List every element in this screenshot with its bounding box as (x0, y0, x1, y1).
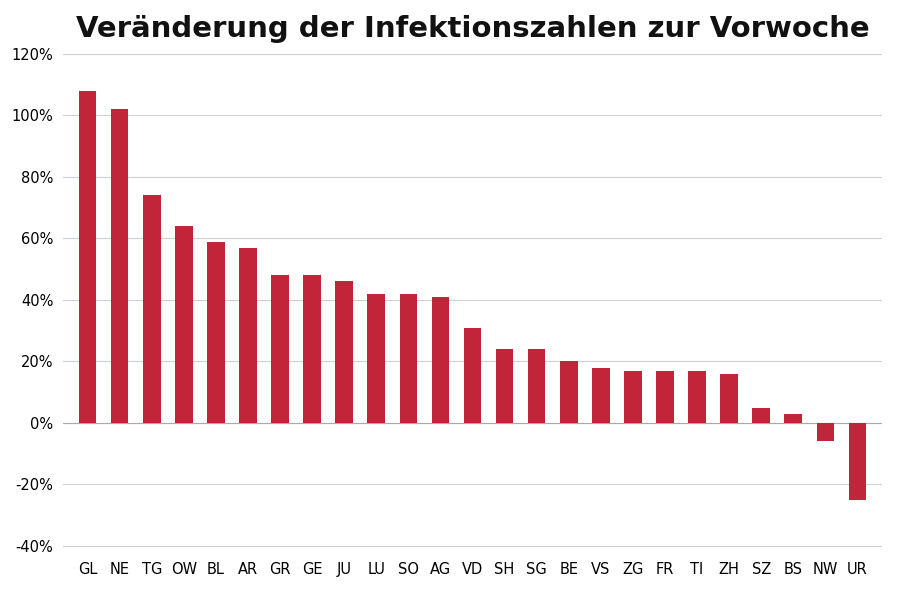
Bar (79, 91, 96, 423)
Bar (143, 196, 160, 423)
Bar (816, 423, 834, 442)
Bar (175, 226, 193, 423)
Bar (239, 248, 256, 423)
Bar (720, 374, 738, 423)
Bar (785, 413, 802, 423)
Bar (752, 407, 770, 423)
Bar (656, 371, 674, 423)
Bar (367, 294, 385, 423)
Bar (688, 371, 706, 423)
Title: Veränderung der Infektionszahlen zur Vorwoche: Veränderung der Infektionszahlen zur Vor… (76, 16, 869, 43)
Bar (624, 371, 642, 423)
Bar (432, 297, 449, 423)
Bar (271, 275, 289, 423)
Bar (464, 328, 482, 423)
Bar (207, 242, 225, 423)
Bar (400, 294, 418, 423)
Bar (849, 423, 866, 500)
Bar (560, 361, 578, 423)
Bar (527, 349, 545, 423)
Bar (336, 281, 353, 423)
Bar (303, 275, 321, 423)
Bar (496, 349, 513, 423)
Bar (592, 368, 609, 423)
Bar (111, 109, 129, 423)
